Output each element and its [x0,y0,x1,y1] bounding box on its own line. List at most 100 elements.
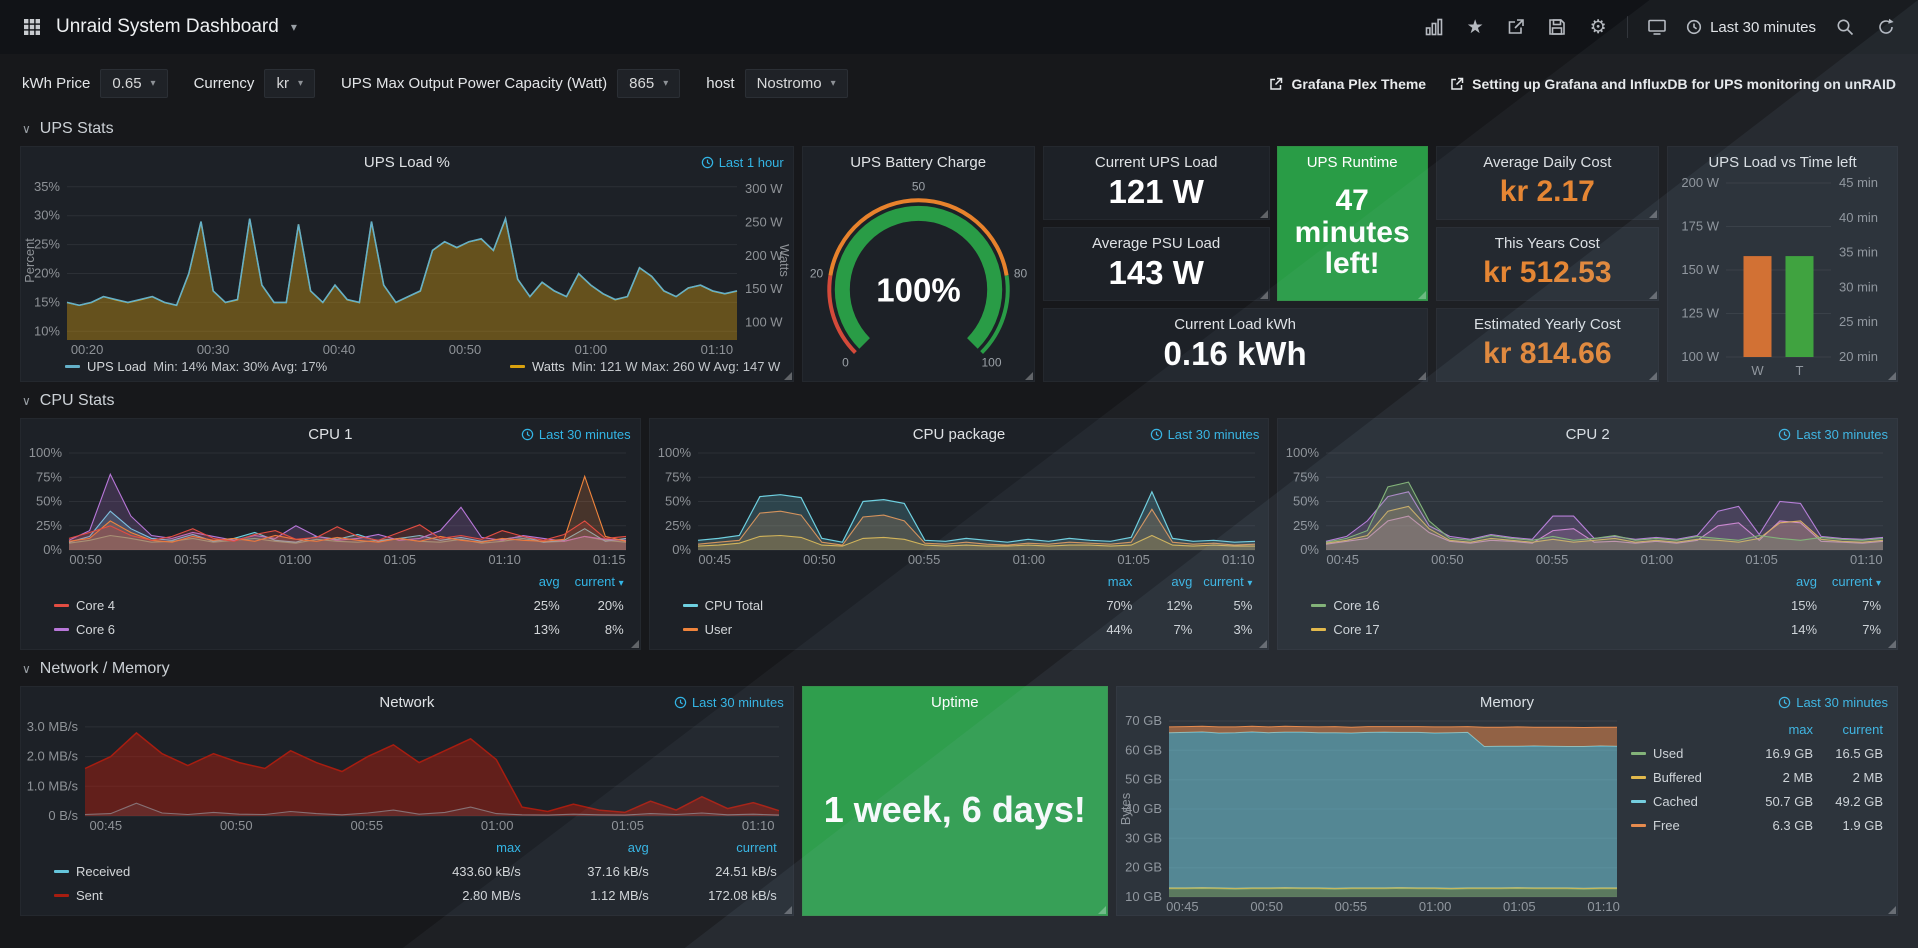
panel-title[interactable]: This Years Cost [1494,235,1600,252]
chevron-down-icon: ▾ [150,78,156,89]
legend-series-name[interactable]: Cached [1631,794,1743,809]
panel-title[interactable]: Current Load kWh [1174,316,1296,333]
add-panel-icon[interactable] [1422,15,1446,39]
svg-text:35%: 35% [34,179,60,194]
legend-series-name[interactable]: CPU Total [682,598,1073,613]
ups-load-vs-time-chart[interactable]: 100 W 125 W 150 W 175 W 200 W 20 min 25 min 30 … [1668,173,1897,381]
panel-title[interactable]: UPS Battery Charge [850,154,987,171]
memory-chart[interactable]: 10 GB 20 GB 30 GB 40 GB 50 GB 60 GB 70 GB 00:45… [1117,713,1631,915]
legend-col-max[interactable]: max [1788,721,1813,737]
panel-title[interactable]: Network [379,694,435,711]
tv-mode-icon[interactable] [1645,15,1669,39]
svg-text:60 GB: 60 GB [1125,742,1162,757]
legend-series-name[interactable]: User [682,622,1073,637]
dashboard-title[interactable]: Unraid System Dashboard [56,16,279,37]
svg-text:10 GB: 10 GB [1125,889,1162,904]
clock-icon [701,156,713,169]
series-color-dash [54,603,69,607]
legend-series-name[interactable]: Core 17 [1311,622,1753,637]
legend-col-current[interactable]: current ▾ [1203,573,1253,589]
panel-title[interactable]: CPU 2 [1565,426,1610,443]
legend-row: Received 433.60 kB/s 37.16 kB/s 24.51 kB/s [54,859,777,883]
svg-text:1.0 MB/s: 1.0 MB/s [27,778,79,793]
chevron-down-icon: ▾ [297,78,303,89]
legend-series-stats: Min: 14% Max: 30% Avg: 17% [153,359,328,374]
apps-grid-icon[interactable] [20,15,44,39]
variable-value-dropdown[interactable]: Nostromo ▾ [744,69,848,98]
panel-title[interactable]: UPS Load vs Time left [1708,154,1857,171]
section-header-network-memory[interactable]: ∨ Network / Memory [0,650,1918,686]
variable-value-dropdown[interactable]: kr ▾ [264,69,315,98]
svg-text:100%: 100% [876,272,960,309]
star-icon[interactable]: ★ [1466,16,1484,38]
variable-label: host [706,75,735,92]
panel-title[interactable]: CPU package [912,426,1006,443]
search-icon[interactable] [1833,15,1857,39]
legend-series-name[interactable]: UPS Load [87,359,147,374]
legend-series-stats: Min: 121 W Max: 260 W Avg: 147 W [571,359,781,374]
variable-value-dropdown[interactable]: 0.65 ▾ [100,69,168,98]
cpu1-chart[interactable]: 0% 25% 50% 75% 100% 00:50 00:55 01:00 01:05 01:10… [21,445,640,568]
legend-series-name[interactable]: Core 4 [54,598,496,613]
share-icon[interactable] [1504,15,1528,39]
section-header-ups-stats[interactable]: ∨ UPS Stats [0,110,1918,146]
panel-title[interactable]: Estimated Yearly Cost [1473,316,1621,333]
panel-title[interactable]: Current UPS Load [1094,154,1218,171]
network-legend: max avg current Received 433.60 kB/s 37.16 kB… [21,834,793,915]
memory-legend-block: max current Used 16.9 GB 16.5 GB Buffered 2 MB… [1631,713,1897,915]
panel-title[interactable]: Memory [1479,694,1534,711]
clock-icon [1778,696,1791,709]
legend-col-current[interactable]: current [736,839,777,855]
panel-title[interactable]: Average PSU Load [1092,235,1221,252]
refresh-icon[interactable] [1874,15,1898,39]
legend-col-avg[interactable]: avg [1171,573,1193,589]
panel-title[interactable]: Uptime [931,694,979,711]
panel-title[interactable]: UPS Load % [363,154,450,171]
legend-col-current[interactable]: current ▾ [1831,573,1882,589]
legend-series-name[interactable]: Free [1631,818,1743,833]
svg-text:100%: 100% [29,445,63,460]
legend-col-avg[interactable]: avg [1796,573,1818,589]
legend-col-avg[interactable]: avg [627,839,649,855]
cpu-package-chart[interactable]: 0% 25% 50% 75% 100% 00:45 00:50 00:55 01:00 01:05… [650,445,1269,568]
legend-value: 44% [1106,621,1133,637]
legend-col-max[interactable]: max [496,839,521,855]
panel-title[interactable]: UPS Runtime [1306,154,1398,171]
series-color-dash [1631,751,1646,755]
legend-series-name[interactable]: Core 6 [54,622,496,637]
cpu2-chart[interactable]: 0% 25% 50% 75% 100% 00:45 00:50 00:55 01:00 01:05… [1278,445,1897,568]
legend-col-current[interactable]: current [1842,721,1883,737]
svg-text:01:15: 01:15 [593,552,626,567]
link-grafana-plex-theme[interactable]: Grafana Plex Theme [1269,76,1426,92]
network-chart[interactable]: 0 B/s 1.0 MB/s 2.0 MB/s 3.0 MB/s 00:45 00:50 0… [21,713,793,834]
legend-col-avg[interactable]: avg [538,573,560,589]
legend-value: 1.12 MB/s [590,887,649,903]
legend-series-name[interactable]: Sent [54,888,393,903]
time-range-picker[interactable]: Last 30 minutes [1686,19,1816,36]
legend-value: 7% [1173,621,1193,637]
legend-series-name[interactable]: Watts [531,359,565,374]
ups-load-chart[interactable]: 10% 15% 20% 25% 30% 35% 100 W 150 W 200 W 250 W 30… [21,173,793,358]
variable-value-dropdown[interactable]: 865 ▾ [617,69,681,98]
settings-gear-icon[interactable]: ⚙ [1589,16,1607,38]
legend-col-max[interactable]: max [1107,573,1133,589]
legend-series-name[interactable]: Core 16 [1311,598,1753,613]
svg-text:01:05: 01:05 [1503,899,1536,914]
svg-text:00:20: 00:20 [71,342,104,357]
legend-series-name[interactable]: Received [54,864,393,879]
save-icon[interactable] [1545,15,1569,39]
legend-value: 1.9 GB [1842,817,1883,833]
legend-series-name[interactable]: Used [1631,746,1743,761]
panel-time-badge: Last 30 minutes [1150,427,1259,442]
variable-currency: Currency kr ▾ [194,69,315,98]
panel-title[interactable]: CPU 1 [308,426,353,443]
ups-battery-gauge[interactable]: 0 20 50 80 100 100% [803,173,1034,381]
section-header-cpu-stats[interactable]: ∨ CPU Stats [0,382,1918,418]
panel-title[interactable]: Average Daily Cost [1483,154,1612,171]
legend-series-name[interactable]: Buffered [1631,770,1743,785]
link-ups-monitoring-guide[interactable]: Setting up Grafana and InfluxDB for UPS … [1450,76,1896,92]
ups_vs_time-chart-svg: 100 W 125 W 150 W 175 W 200 W 20 min 25 min 30 … [1681,175,1878,378]
legend-col-current[interactable]: current ▾ [574,573,624,589]
legend-row: Core 4 25% 20% [54,593,624,617]
